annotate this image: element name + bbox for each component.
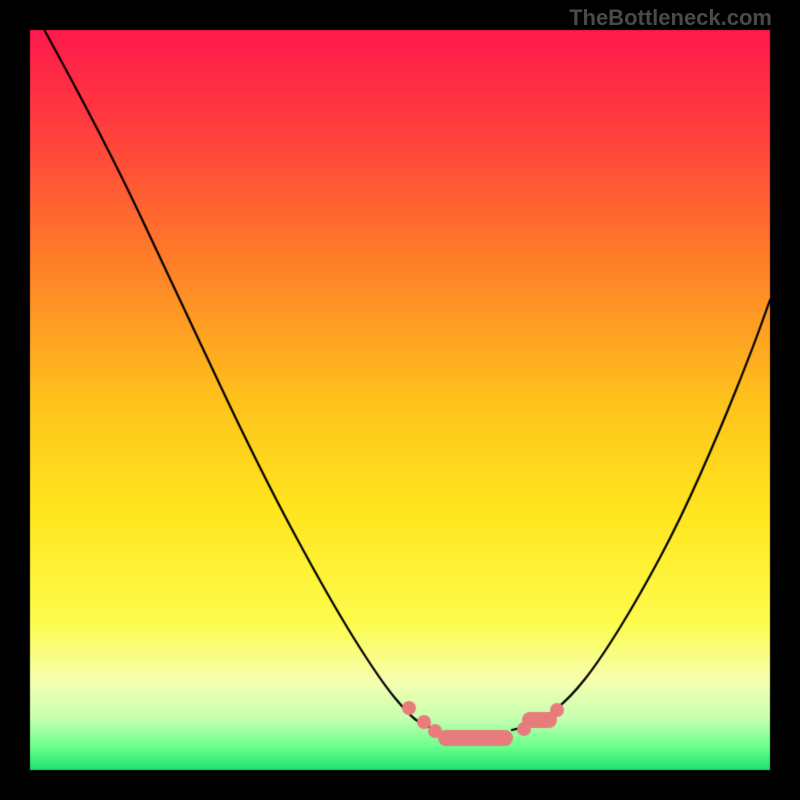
bottleneck-curve-chart	[0, 0, 800, 800]
watermark-text: TheBottleneck.com	[569, 5, 772, 31]
chart-container: TheBottleneck.com	[0, 0, 800, 800]
